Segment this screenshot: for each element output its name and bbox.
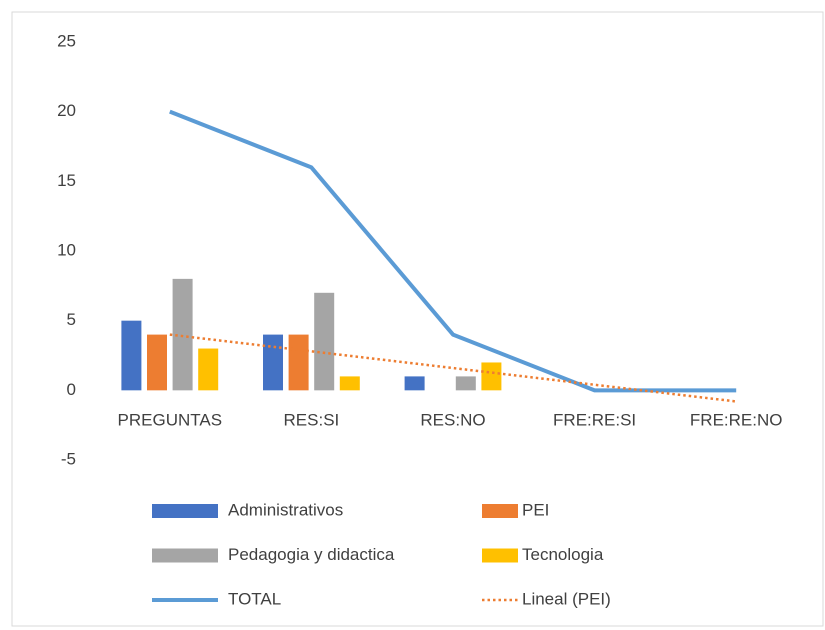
bar: [404, 376, 425, 391]
y-tick-label: 15: [57, 171, 76, 190]
bar: [147, 334, 167, 391]
y-tick-label: 0: [67, 380, 76, 399]
x-tick-label: RES:NO: [420, 410, 485, 429]
bar: [314, 292, 335, 391]
bar: [263, 334, 283, 391]
chart-border: [11, 11, 824, 627]
x-tick-label: FRE:RE:SI: [553, 410, 636, 429]
x-tick-label: RES:SI: [284, 410, 340, 429]
bar: [455, 376, 476, 391]
y-tick-label: 20: [57, 101, 76, 120]
bar: [481, 362, 502, 391]
bar: [198, 348, 219, 391]
y-tick-label: 25: [57, 31, 76, 50]
bar: [121, 320, 142, 391]
y-tick-label: -5: [61, 449, 76, 468]
legend-label: TOTAL: [228, 589, 281, 608]
legend-swatch: [152, 504, 218, 518]
legend-label: Lineal (PEI): [522, 589, 611, 608]
legend-label: PEI: [522, 500, 549, 519]
legend-label: Pedagogia y didactica: [228, 545, 395, 564]
y-tick-label: 10: [57, 240, 76, 259]
legend-swatch: [482, 504, 518, 518]
legend-label: Administrativos: [228, 500, 343, 519]
x-tick-label: PREGUNTAS: [118, 410, 223, 429]
legend-label: Tecnologia: [522, 545, 604, 564]
bar: [172, 278, 193, 391]
bar: [339, 376, 360, 391]
x-tick-label: FRE:RE:NO: [690, 410, 783, 429]
trend-line: [169, 333, 737, 403]
legend-swatch: [482, 548, 518, 563]
bar: [288, 334, 309, 391]
legend-swatch: [152, 548, 218, 563]
y-tick-label: 5: [67, 310, 76, 329]
